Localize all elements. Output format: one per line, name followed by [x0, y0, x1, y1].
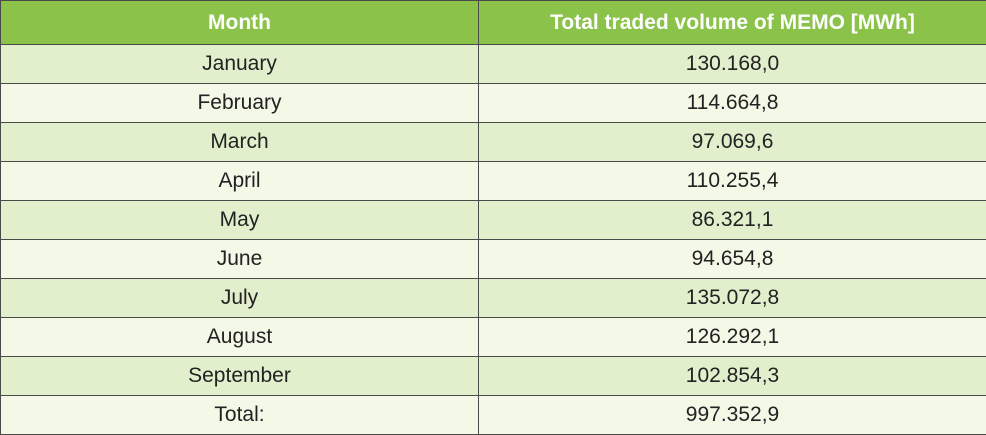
volume-cell: 130.168,0 [479, 45, 986, 84]
volume-cell: 110.255,4 [479, 162, 986, 201]
total-value-cell: 997.352,9 [479, 396, 986, 435]
total-label-cell: Total: [1, 396, 479, 435]
table-header-row: Month Total traded volume of MEMO [MWh] [1, 1, 986, 45]
volume-cell: 94.654,8 [479, 240, 986, 279]
column-header-month: Month [1, 1, 479, 45]
volume-cell: 135.072,8 [479, 279, 986, 318]
month-cell: May [1, 201, 479, 240]
table-row: May 86.321,1 [1, 201, 986, 240]
total-row: Total: 997.352,9 [1, 396, 986, 435]
month-cell: April [1, 162, 479, 201]
month-cell: July [1, 279, 479, 318]
month-cell: February [1, 84, 479, 123]
table-row: July 135.072,8 [1, 279, 986, 318]
volume-cell: 86.321,1 [479, 201, 986, 240]
volume-cell: 126.292,1 [479, 318, 986, 357]
month-cell: March [1, 123, 479, 162]
table-row: August 126.292,1 [1, 318, 986, 357]
table-row: February 114.664,8 [1, 84, 986, 123]
table-row: April 110.255,4 [1, 162, 986, 201]
month-cell: January [1, 45, 479, 84]
volume-cell: 102.854,3 [479, 357, 986, 396]
month-cell: September [1, 357, 479, 396]
volume-cell: 114.664,8 [479, 84, 986, 123]
month-cell: June [1, 240, 479, 279]
column-header-volume: Total traded volume of MEMO [MWh] [479, 1, 986, 45]
table-row: March 97.069,6 [1, 123, 986, 162]
table-row: September 102.854,3 [1, 357, 986, 396]
volume-cell: 97.069,6 [479, 123, 986, 162]
month-cell: August [1, 318, 479, 357]
table-row: January 130.168,0 [1, 45, 986, 84]
table-row: June 94.654,8 [1, 240, 986, 279]
